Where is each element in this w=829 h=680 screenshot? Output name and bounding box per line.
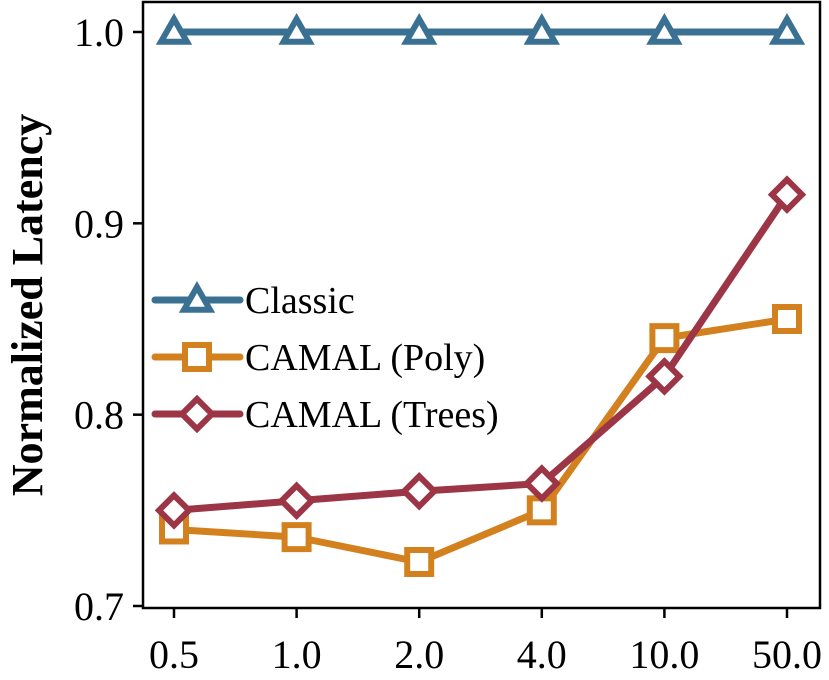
data-point-classic-1 xyxy=(278,12,315,45)
legend-marker-camal-poly xyxy=(182,342,212,372)
data-point-classic-5 xyxy=(768,12,806,45)
series-camal-trees xyxy=(154,175,807,530)
x-axis: 0.5 1.0 2.0 4.0 10.0 50.0 xyxy=(149,608,822,677)
x-tick-label: 1.0 xyxy=(272,632,322,677)
data-point-camal-poly-1 xyxy=(281,522,312,553)
x-tick-label: 2.0 xyxy=(394,632,444,677)
y-tick-label: 1.0 xyxy=(74,10,124,55)
data-point-classic-0 xyxy=(155,12,193,45)
x-tick-label: 50.0 xyxy=(752,632,822,677)
legend-label-camal-trees: CAMAL (Trees) xyxy=(245,394,499,436)
plot-frame xyxy=(141,0,822,610)
y-tick-label: 0.9 xyxy=(74,201,124,246)
data-point-camal-trees-0 xyxy=(154,491,194,530)
series-line-camal-trees xyxy=(170,191,791,514)
y-tick-label: 0.7 xyxy=(74,584,124,629)
data-point-classic-3 xyxy=(523,12,560,45)
series-layer xyxy=(154,12,807,577)
legend: Classic CAMAL (Poly) CAMAL (Trees) xyxy=(151,280,499,436)
x-tick-label: 4.0 xyxy=(517,632,567,677)
legend-marker-camal-trees xyxy=(177,394,217,434)
series-line-camal-poly xyxy=(170,315,791,566)
data-point-camal-poly-2 xyxy=(404,546,435,577)
legend-label-classic: Classic xyxy=(245,280,355,322)
data-point-classic-2 xyxy=(401,12,438,45)
series-classic xyxy=(155,12,806,45)
legend-entry-camal-poly: CAMAL (Poly) xyxy=(151,337,485,379)
data-point-camal-trees-1 xyxy=(277,481,316,521)
y-axis: 0.7 0.8 0.9 1.0 xyxy=(74,10,143,629)
y-axis-title: Normalized Latency xyxy=(3,114,52,496)
data-point-camal-poly-4 xyxy=(649,323,680,354)
y-tick-label: 0.8 xyxy=(74,393,124,438)
legend-marker-classic xyxy=(178,280,216,313)
legend-label-camal-poly: CAMAL (Poly) xyxy=(245,337,485,379)
x-tick-label: 0.5 xyxy=(149,632,199,677)
data-point-camal-trees-5 xyxy=(767,175,807,214)
legend-entry-camal-trees: CAMAL (Trees) xyxy=(151,394,499,436)
data-point-camal-trees-3 xyxy=(522,464,562,503)
data-point-classic-4 xyxy=(646,12,683,45)
data-point-camal-trees-2 xyxy=(399,471,439,511)
legend-entry-classic: Classic xyxy=(151,280,355,322)
data-point-camal-trees-4 xyxy=(645,357,684,396)
data-point-camal-poly-5 xyxy=(772,304,802,334)
series-camal-poly xyxy=(159,304,802,577)
x-tick-label: 10.0 xyxy=(629,632,699,677)
